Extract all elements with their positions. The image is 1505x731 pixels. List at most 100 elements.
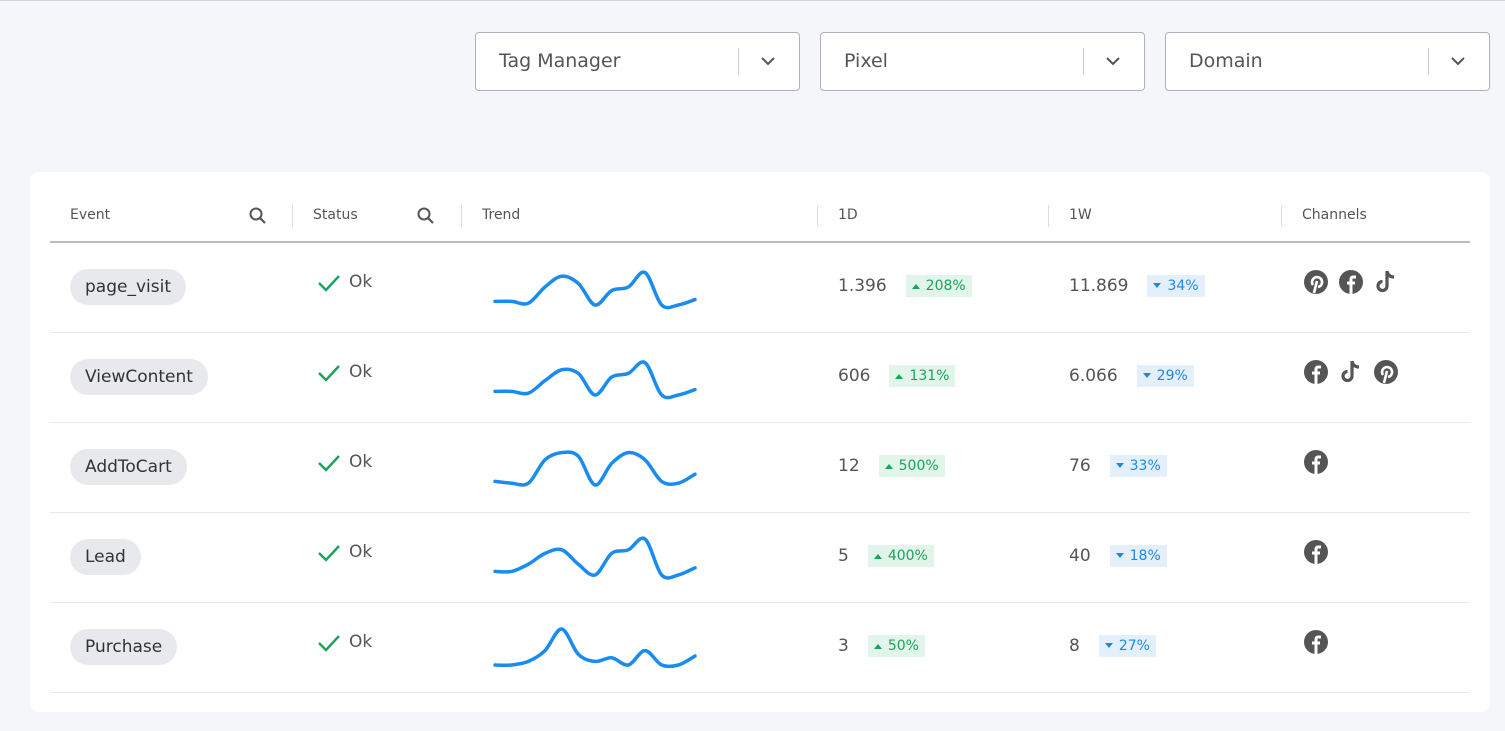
trend-line <box>493 627 697 669</box>
metric-value: 40 <box>1069 546 1091 566</box>
column-separator <box>292 205 293 227</box>
change-badge: 18% <box>1109 545 1167 567</box>
chevron-icon <box>1451 57 1465 66</box>
change-arrow <box>1104 643 1113 648</box>
event-pill: ViewContent <box>70 359 208 395</box>
search-icon[interactable] <box>249 207 267 225</box>
metric-value: 3 <box>838 636 849 656</box>
trend-sparkline <box>493 450 697 487</box>
change-arrow <box>873 644 882 649</box>
metric-cell: 12 500% <box>838 455 945 477</box>
change-arrow <box>895 374 904 379</box>
arrow <box>1115 553 1124 558</box>
event-pill: page_visit <box>70 269 186 305</box>
column-separator <box>817 205 818 227</box>
channel-icons <box>1304 360 1398 384</box>
metric-value: 11.869 <box>1069 276 1129 296</box>
search-lens <box>249 207 263 221</box>
change-label: 33% <box>1129 458 1161 474</box>
filter-dropdown[interactable]: Pixel <box>820 32 1145 91</box>
trend-line <box>493 536 697 580</box>
metric-cell: 5 400% <box>838 545 934 567</box>
change-arrow <box>1115 463 1124 468</box>
column-header: Channels <box>1302 207 1367 223</box>
search-icon[interactable] <box>417 207 435 225</box>
pinterest-glyph <box>1310 275 1324 294</box>
filter-dropdown[interactable]: Domain <box>1165 32 1490 91</box>
column-header: Event <box>70 207 111 223</box>
row-divider <box>50 512 1470 513</box>
check <box>318 455 340 472</box>
column-header: Status <box>313 207 358 223</box>
chevron <box>761 57 775 66</box>
change-badge: 500% <box>878 455 945 477</box>
column-header: 1W <box>1069 207 1092 223</box>
change-label: 131% <box>909 368 950 384</box>
chevron-icon <box>761 57 775 66</box>
change-arrow <box>1115 553 1124 558</box>
change-badge: 33% <box>1109 455 1167 477</box>
trend-line <box>493 270 697 310</box>
change-badge: 50% <box>867 635 925 657</box>
trend-line <box>493 360 697 400</box>
check-icon <box>318 545 340 562</box>
dropdown-label: Tag Manager <box>499 50 621 72</box>
arrow <box>873 554 882 559</box>
search-lens <box>417 207 431 221</box>
status-text: Ok <box>349 452 373 472</box>
status-text: Ok <box>349 632 373 652</box>
change-label: 208% <box>925 278 966 294</box>
metric-value: 76 <box>1069 456 1091 476</box>
check-icon <box>318 635 340 652</box>
column-separator <box>1048 205 1049 227</box>
change-label: 29% <box>1156 368 1188 384</box>
metric-value: 606 <box>838 366 871 386</box>
facebook-glyph <box>1312 635 1321 654</box>
row-divider <box>50 332 1470 333</box>
trend-sparkline <box>493 360 697 400</box>
check <box>318 365 340 382</box>
search-handle <box>427 217 434 224</box>
tiktok-icon <box>1376 270 1395 293</box>
change-label: 18% <box>1129 548 1161 564</box>
column-separator <box>461 205 462 227</box>
change-label: 50% <box>887 638 919 654</box>
row-divider <box>50 422 1470 423</box>
arrow <box>873 644 882 649</box>
arrow <box>1153 283 1162 288</box>
arrow <box>1115 463 1124 468</box>
status-text: Ok <box>349 272 373 292</box>
change-label: 400% <box>887 548 928 564</box>
pinterest-glyph <box>1380 365 1394 384</box>
channel-icons <box>1304 450 1328 474</box>
change-arrow <box>884 464 893 469</box>
events-table <box>30 172 1490 712</box>
change-label: 27% <box>1118 638 1150 654</box>
column-header: 1D <box>838 207 858 223</box>
change-badge: 208% <box>905 275 972 297</box>
dropdown-label: Pixel <box>844 50 888 72</box>
column-header: Trend <box>482 207 521 223</box>
check-icon <box>318 455 340 472</box>
metric-cell: 76 33% <box>1069 455 1167 477</box>
row-divider <box>50 692 1470 693</box>
change-arrow <box>911 284 920 289</box>
chevron <box>1106 57 1120 66</box>
change-badge: 27% <box>1098 635 1156 657</box>
metric-value: 1.396 <box>838 276 887 296</box>
filter-dropdown[interactable]: Tag Manager <box>475 32 800 91</box>
change-arrow <box>1142 373 1151 378</box>
event-pill: Lead <box>70 539 141 575</box>
dropdown-separator <box>738 48 739 75</box>
header-divider <box>50 241 1470 243</box>
channel-icons <box>1304 270 1395 294</box>
status-text: Ok <box>349 542 373 562</box>
facebook-glyph <box>1347 275 1356 294</box>
change-arrow <box>873 554 882 559</box>
channel-icons <box>1304 540 1328 564</box>
metric-value: 6.066 <box>1069 366 1118 386</box>
row-divider <box>50 602 1470 603</box>
change-badge: 29% <box>1136 365 1194 387</box>
change-badge: 131% <box>889 365 956 387</box>
